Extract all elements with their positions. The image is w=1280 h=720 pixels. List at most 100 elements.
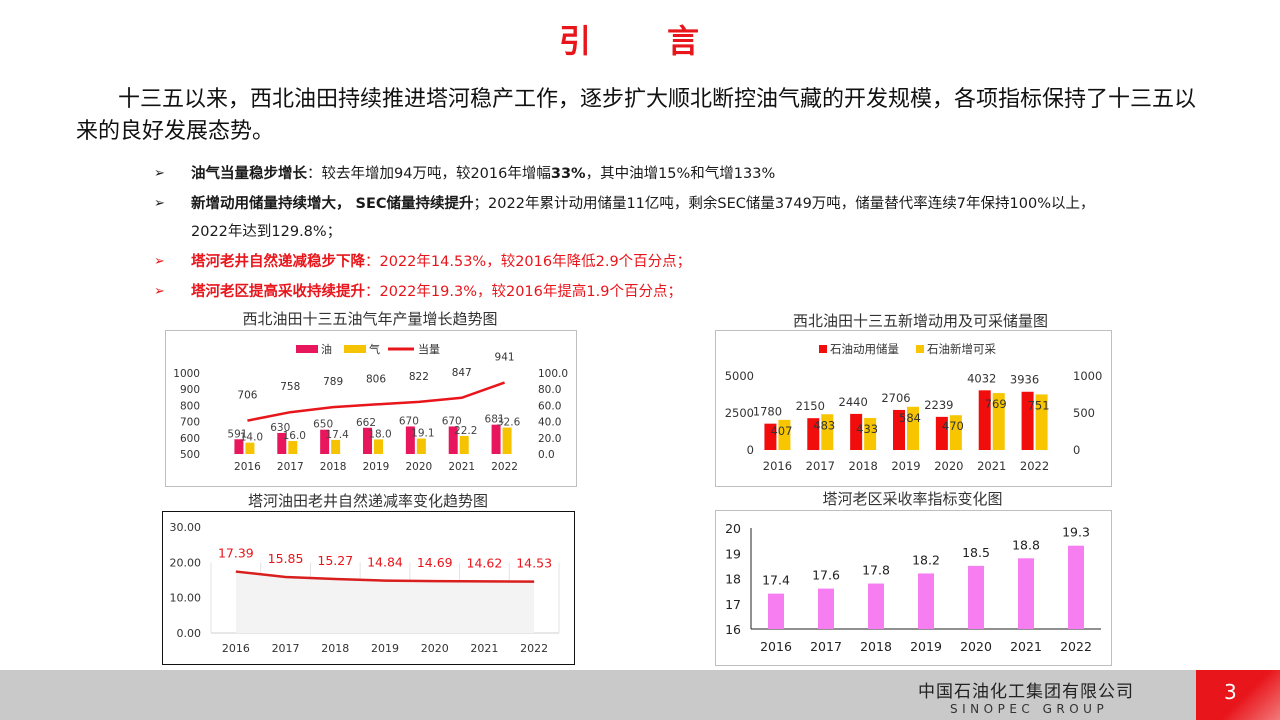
data-label-recovery: 19.3 — [1062, 525, 1090, 540]
chart2-title: 西北油田十三五新增动用及可采储量图 — [792, 312, 1048, 330]
x-tick-label: 2020 — [421, 642, 449, 655]
y-tick-label: 17 — [725, 597, 741, 612]
bullet-lead: 塔河老区提高采收持续提升 — [191, 284, 365, 300]
chart3-title: 塔河油田老井自然递减率变化趋势图 — [247, 492, 488, 510]
bar-recovery — [768, 593, 784, 629]
x-tick-label: 2016 — [234, 461, 261, 473]
y-tick-label: 10.00 — [170, 592, 202, 605]
arrow-bullet-icon: ➢ — [154, 254, 165, 269]
data-label-recovery: 17.6 — [812, 568, 840, 583]
bullet-text: 个百分点； — [609, 284, 682, 300]
y2-tick-label: 0 — [1073, 443, 1080, 457]
bar-gas — [374, 439, 383, 454]
bar-recovery — [1018, 558, 1034, 629]
bar-gas — [416, 438, 426, 454]
chart4-title: 塔河老区采收率指标变化图 — [822, 490, 1003, 508]
y2-tick-label: 1000 — [1073, 369, 1102, 383]
bar-gas — [288, 441, 298, 454]
legend-swatch — [819, 345, 827, 353]
legend-swatch — [344, 345, 366, 353]
bar-recovery — [1068, 545, 1084, 629]
data-label-total: 806 — [366, 373, 386, 385]
bar-recoverable — [864, 417, 877, 450]
bullet-highlight: 14.53% — [430, 254, 487, 270]
bullet-lead: 油气当量稳步增长 — [191, 166, 307, 182]
data-label-oil: 591 — [227, 428, 247, 440]
data-label-oil: 670 — [399, 415, 419, 427]
x-tick-label: 2016 — [222, 642, 250, 655]
legend-label: 石油新增可采 — [927, 342, 996, 356]
arrow-bullet-icon: ➢ — [154, 284, 165, 299]
y-tick-label: 20.00 — [170, 556, 202, 569]
x-tick-label: 2017 — [277, 461, 304, 473]
data-label-total: 789 — [323, 376, 343, 388]
data-label-oil: 681 — [485, 414, 505, 426]
bar-recovery — [868, 583, 884, 629]
y-tick-label: 0 — [747, 443, 754, 457]
bullet-text: ；2022年累计动用储量11亿吨，剩余SEC储量3749万吨，储量替代率连续7年… — [191, 196, 1095, 240]
area-shade — [235, 571, 535, 633]
bar-reserve — [807, 418, 820, 450]
x-tick-label: 2017 — [810, 639, 842, 654]
y-tick-label: 600 — [180, 433, 200, 445]
data-label-oil: 650 — [313, 419, 333, 431]
data-label-recoverable: 407 — [770, 424, 792, 438]
page-number: 3 — [1224, 680, 1237, 704]
bar-gas — [331, 439, 341, 454]
page-title: 引 言 — [558, 22, 721, 60]
y-tick-label: 700 — [180, 417, 200, 429]
data-label-decline: 14.69 — [417, 555, 453, 570]
data-label-gas: 22.2 — [454, 425, 477, 437]
bullet-text: ，其中油增15%和气增133% — [585, 166, 776, 182]
x-tick-label: 2019 — [363, 461, 390, 473]
data-label-recoverable: 483 — [813, 418, 835, 432]
bar-gas — [245, 442, 255, 454]
decline-rate-chart: 30.00 20.00 10.00 0.00 17.39 15.85 15.27 14.84 1… — [170, 521, 560, 655]
bullet-list: ➢ 油气当量稳步增长：较去年增加94万吨，较2016年增幅33%，其中油增15%… — [154, 160, 1114, 308]
bar-reserve — [850, 413, 863, 450]
x-tick-label: 2022 — [491, 461, 518, 473]
y2-tick-label: 20.0 — [538, 433, 561, 445]
legend-swatch — [916, 345, 924, 353]
bar-recovery — [918, 573, 934, 629]
y-tick-label: 16 — [725, 622, 741, 637]
x-tick-label: 2022 — [1060, 639, 1092, 654]
y-tick-label: 5000 — [725, 369, 754, 383]
data-label-decline: 15.85 — [268, 551, 304, 566]
bar-oil — [234, 439, 244, 454]
y-tick-label: 0.00 — [177, 627, 202, 640]
data-label-reserve: 2150 — [796, 399, 825, 413]
arrow-bullet-icon: ➢ — [154, 166, 165, 181]
y2-tick-label: 100.0 — [538, 368, 568, 380]
bar-gas — [459, 436, 469, 454]
series-line-total — [247, 381, 505, 422]
data-label-oil: 670 — [442, 415, 462, 427]
bar-recoverable — [778, 419, 791, 450]
data-label-recovery: 18.8 — [1012, 537, 1040, 552]
chart3-panel: 30.00 20.00 10.00 0.00 17.39 15.85 15.27 14.84 1… — [162, 511, 575, 665]
recovery-rate-chart: 201918171617.4201617.6201717.8201818.220… — [725, 521, 1101, 654]
bullet-text: ，较2016年降低 — [486, 254, 596, 270]
bar-recoverable — [907, 406, 919, 450]
bar-recoverable — [821, 414, 834, 450]
data-label-reserve: 2239 — [924, 398, 953, 412]
bullet-text: ，较2016年提高 — [476, 284, 587, 300]
data-label-recoverable: 769 — [985, 397, 1007, 411]
bullet-text: ：较去年增加94万吨，较2016年增幅 — [307, 166, 551, 182]
bar-reserve — [935, 416, 948, 450]
page-number-box — [1196, 670, 1280, 720]
x-tick-label: 2018 — [860, 639, 892, 654]
legend-label: 油 — [321, 342, 332, 356]
x-tick-label: 2018 — [849, 459, 878, 473]
data-label-recovery: 17.4 — [762, 573, 790, 588]
bar-oil — [320, 429, 330, 454]
x-tick-label: 2019 — [371, 642, 399, 655]
y-tick-label: 19 — [725, 546, 741, 561]
x-tick-label: 2017 — [806, 459, 835, 473]
x-tick-label: 2021 — [470, 642, 498, 655]
bullet-item: ➢ 塔河老区提高采收持续提升：2022年19.3%，较2016年提高1.9个百分… — [154, 278, 1114, 306]
data-label-reserve: 4032 — [967, 371, 996, 385]
bar-oil — [277, 432, 287, 454]
chart4-panel: 20 19 18 17 16 17.4 2016 17.6 2017 17.8 2018 18.2 20… — [715, 510, 1112, 666]
bullet-highlight: 1.9 — [586, 284, 610, 300]
